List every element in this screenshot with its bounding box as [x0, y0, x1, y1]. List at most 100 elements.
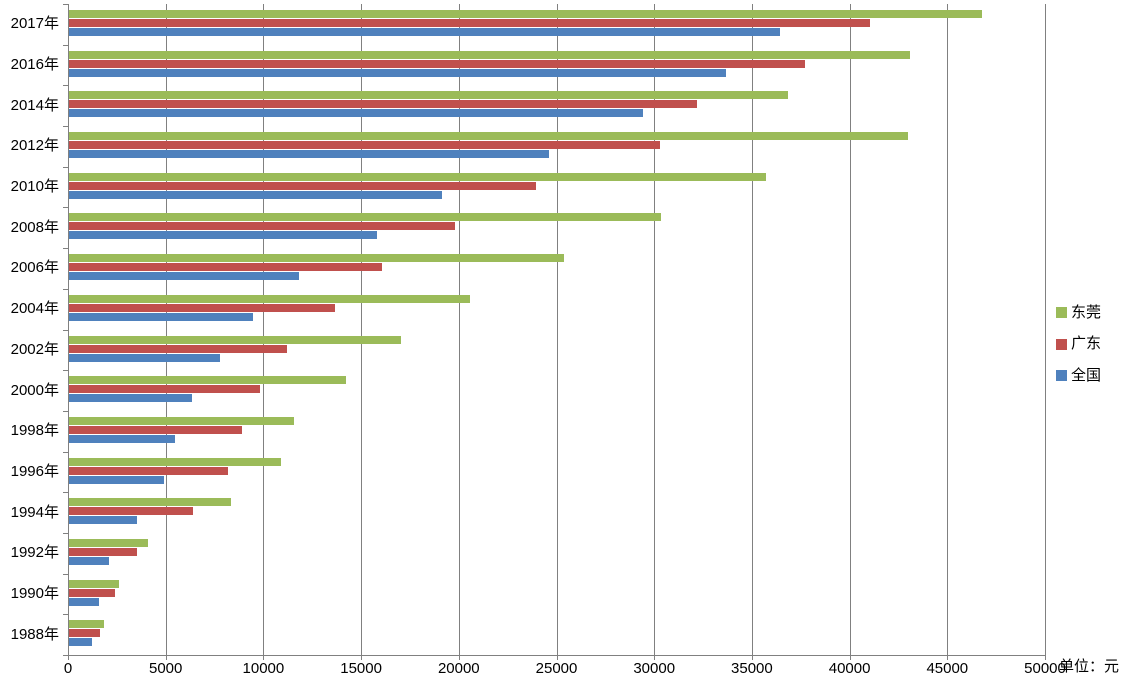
x-axis-tick: [849, 656, 851, 660]
x-axis-tick: [751, 656, 753, 660]
legend-swatch-dongguan: [1056, 307, 1067, 319]
bar-全国-2006年: [69, 272, 299, 281]
y-axis-tick: [63, 207, 68, 209]
y-axis-tick: [63, 4, 68, 5]
y-axis-label-1994年: 1994年: [10, 503, 59, 521]
band-2000年: [69, 370, 1046, 411]
x-axis-label-35000: 35000: [731, 660, 773, 677]
x-axis-label-30000: 30000: [633, 660, 676, 677]
bar-全国-2008年: [69, 231, 377, 240]
bar-东莞-2004年: [69, 294, 470, 303]
bar-广东-1998年: [69, 425, 242, 434]
x-axis-label-5000: 5000: [149, 660, 183, 677]
y-axis-tick: [63, 370, 68, 372]
y-axis-tick: [63, 329, 68, 331]
bar-全国-1998年: [69, 434, 175, 443]
bar-东莞-1998年: [69, 416, 294, 425]
y-axis-label-2017年: 2017年: [10, 15, 59, 33]
band-1992年: [69, 533, 1046, 574]
gridline-10000: [263, 4, 265, 655]
legend-label-national: 全国: [1071, 366, 1102, 384]
y-axis-label-2004年: 2004年: [10, 300, 59, 318]
y-axis-label-2012年: 2012年: [10, 137, 59, 155]
x-axis-label-15000: 15000: [340, 660, 382, 677]
bar-广东-2002年: [69, 344, 287, 353]
y-axis-tick: [63, 248, 68, 250]
gridline-15000: [361, 4, 363, 655]
bar-广东-2014年: [69, 100, 697, 109]
y-axis-tick: [63, 492, 68, 494]
bar-东莞-1994年: [69, 498, 231, 507]
x-axis-tick: [361, 656, 363, 660]
x-axis-tick: [165, 656, 167, 660]
y-axis-tick: [63, 85, 68, 87]
gridline-35000: [751, 4, 753, 655]
x-axis-label-20000: 20000: [437, 660, 480, 677]
y-axis-tick: [63, 410, 68, 412]
bar-东莞-2016年: [69, 50, 910, 59]
x-axis-label-40000: 40000: [828, 660, 871, 677]
bar-广东-2017年: [69, 19, 870, 27]
legend-label-dongguan: 东莞: [1071, 303, 1102, 321]
legend-label-guangdong: 广东: [1071, 335, 1102, 353]
x-axis-label-0: 0: [63, 660, 73, 677]
bar-广东-2008年: [69, 222, 455, 231]
bar-广东-1994年: [69, 507, 193, 516]
gridline-30000: [654, 4, 656, 655]
y-axis-label-2002年: 2002年: [10, 340, 59, 358]
band-2014年: [69, 85, 1046, 126]
x-axis-tick: [654, 656, 656, 660]
bar-广东-1990年: [69, 588, 115, 597]
x-axis-tick: [1045, 656, 1046, 660]
y-axis-label-1988年: 1988年: [10, 625, 59, 643]
y-axis-label-1998年: 1998年: [10, 422, 59, 440]
bar-东莞-1988年: [69, 620, 104, 629]
bar-东莞-1992年: [69, 538, 148, 547]
gridline-25000: [556, 4, 558, 655]
bar-东莞-2017年: [69, 10, 982, 18]
bar-东莞-2002年: [69, 335, 401, 344]
legend: 东莞 广东 全国: [1056, 297, 1101, 392]
band-2016年: [69, 45, 1046, 86]
gridline-50000: [1045, 4, 1046, 655]
gridline-20000: [458, 4, 460, 655]
y-axis-tick: [63, 288, 68, 290]
bar-全国-2016年: [69, 68, 726, 77]
y-axis-label-2014年: 2014年: [10, 96, 59, 114]
gridline-5000: [165, 4, 167, 655]
x-axis-label-25000: 25000: [535, 660, 578, 677]
legend-swatch-national: [1056, 370, 1067, 382]
bar-全国-1988年: [69, 638, 92, 647]
y-axis-tick: [63, 655, 68, 656]
bar-东莞-1990年: [69, 579, 119, 588]
legend-item-national: 全国: [1056, 360, 1101, 392]
bar-东莞-2012年: [69, 132, 908, 141]
band-2008年: [69, 207, 1046, 248]
bar-广东-1988年: [69, 629, 100, 638]
bar-全国-1996年: [69, 475, 164, 484]
y-axis-tick: [63, 532, 68, 534]
bar-东莞-2010年: [69, 172, 766, 181]
bar-全国-2017年: [69, 28, 780, 36]
x-axis-tick: [263, 656, 265, 660]
gridline-45000: [947, 4, 949, 655]
bar-东莞-1996年: [69, 457, 281, 466]
bar-全国-2012年: [69, 150, 549, 159]
y-axis-tick: [63, 451, 68, 453]
band-1988年: [69, 614, 1046, 655]
gridline-40000: [849, 4, 851, 655]
x-axis-label-45000: 45000: [926, 660, 969, 677]
x-axis-tick: [556, 656, 558, 660]
plot-area: [68, 4, 1046, 656]
bar-全国-1992年: [69, 556, 109, 565]
bar-广东-2010年: [69, 181, 536, 190]
bar-东莞-2006年: [69, 254, 564, 263]
band-2012年: [69, 126, 1046, 167]
x-axis-label-10000: 10000: [242, 660, 285, 677]
bar-全国-2004年: [69, 312, 253, 321]
bar-广东-2004年: [69, 303, 335, 312]
y-axis-tick: [63, 573, 68, 575]
x-axis-tick: [68, 656, 69, 660]
bar-东莞-2000年: [69, 376, 346, 385]
